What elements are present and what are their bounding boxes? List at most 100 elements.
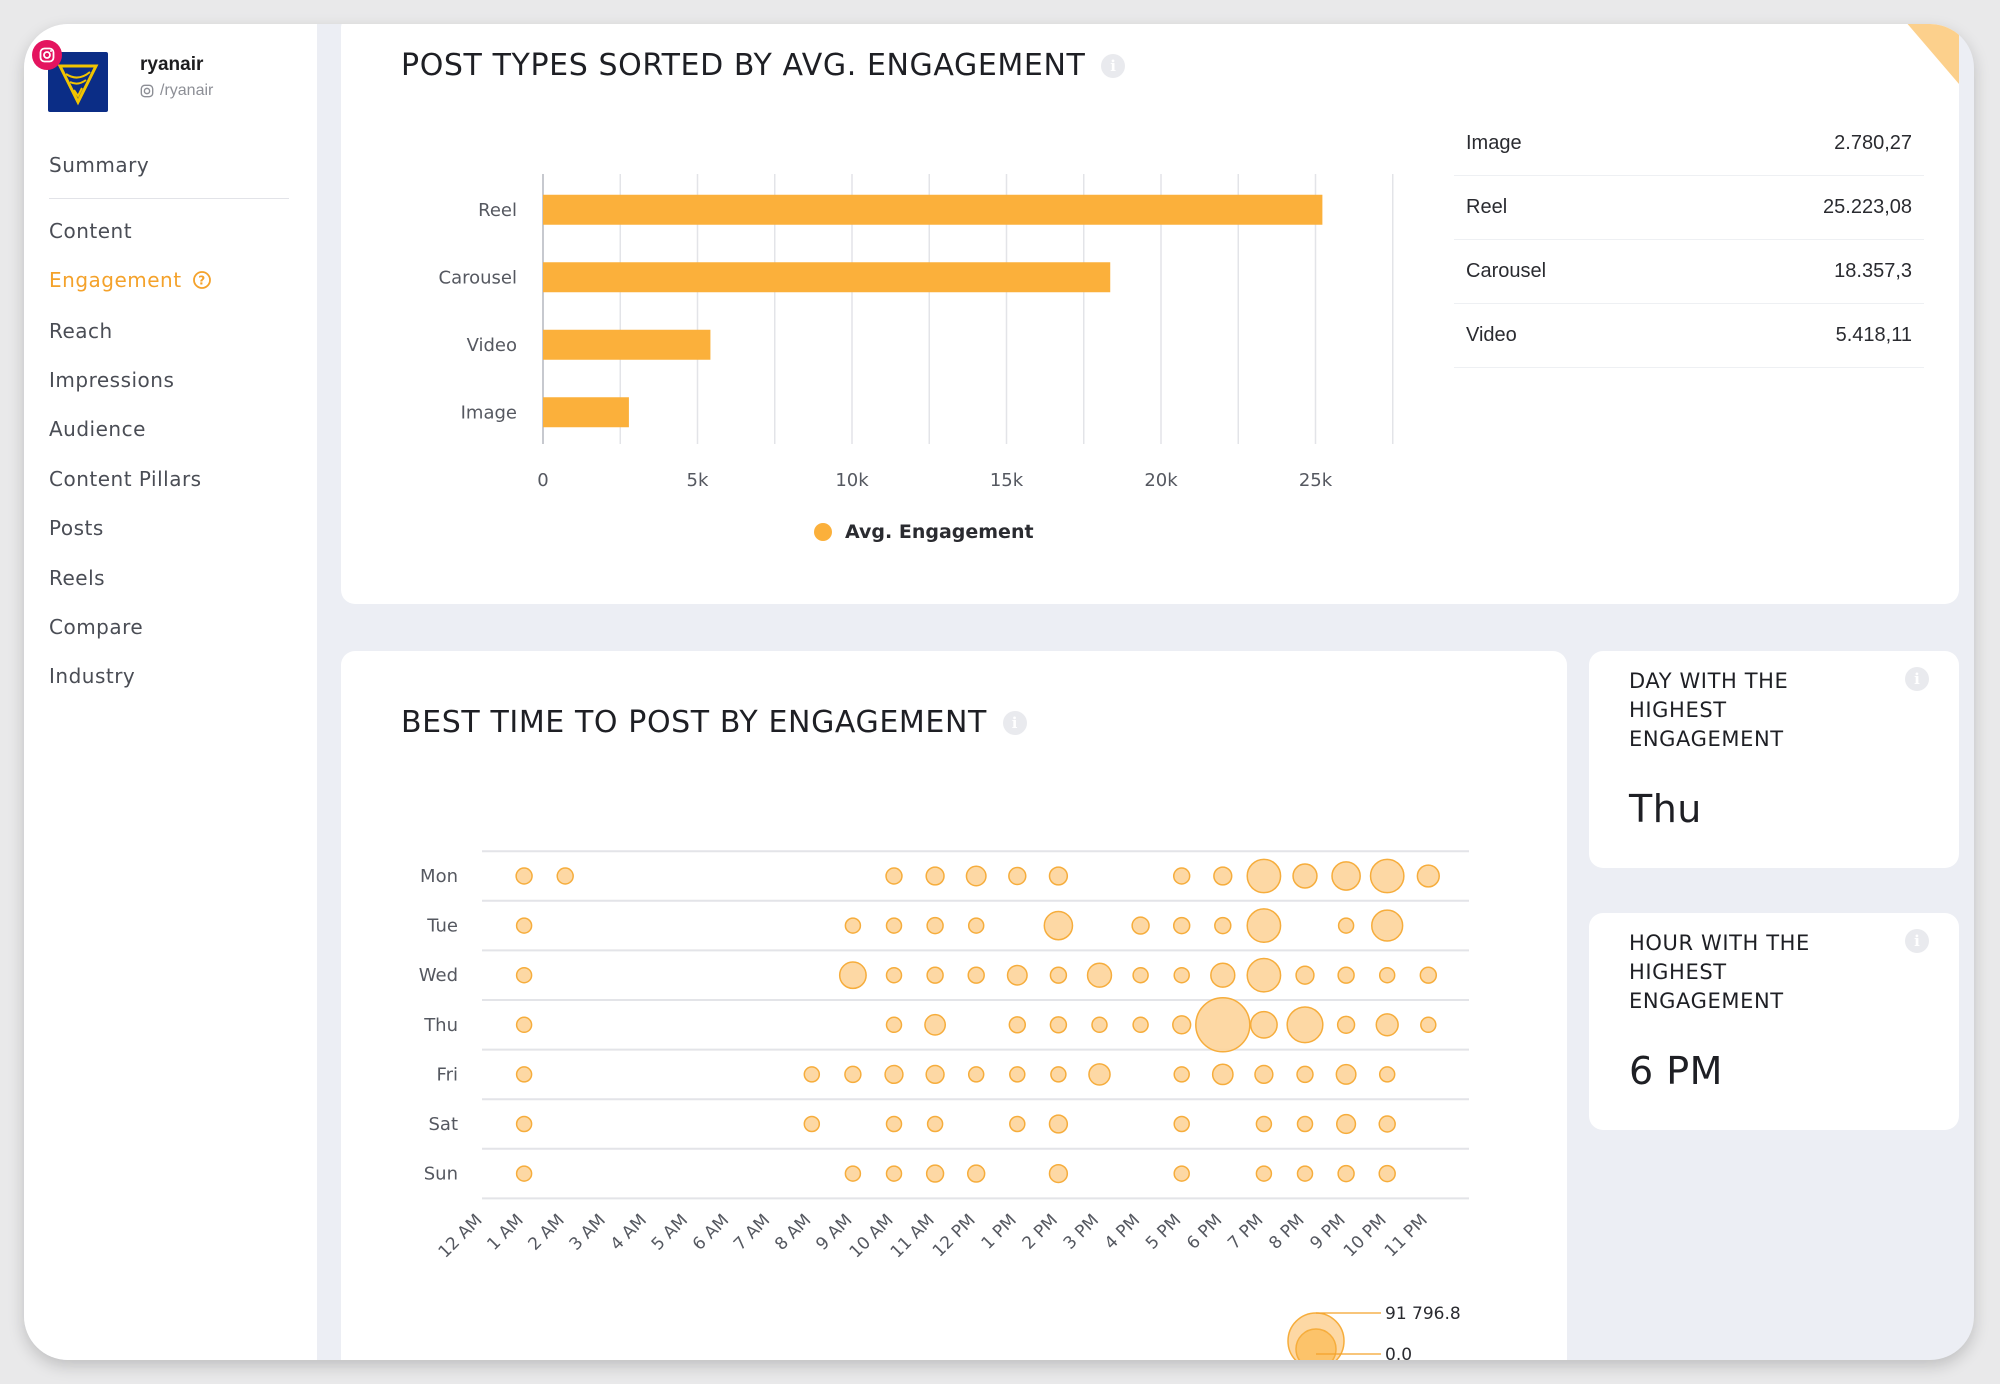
sidebar-item-engagement[interactable]: Engagement ? <box>49 268 212 292</box>
bubble <box>1286 1006 1324 1044</box>
legend-label: Avg. Engagement <box>845 521 1034 543</box>
post-type-value: 2.780,27 <box>1834 132 1912 154</box>
bubble <box>1335 1063 1357 1085</box>
day-card-value: Thu <box>1629 787 1702 831</box>
bar <box>543 194 1323 225</box>
sidebar-item-industry[interactable]: Industry <box>49 664 136 688</box>
bubble <box>1088 1063 1111 1086</box>
bubble <box>515 1165 533 1182</box>
x-tick-label: 10k <box>835 470 869 491</box>
bubble <box>1416 864 1440 888</box>
bubble <box>1211 1063 1234 1086</box>
x-tick-label: 6 AM <box>689 1210 733 1254</box>
bubble <box>1254 1064 1274 1085</box>
post-type-value: 25.223,08 <box>1823 196 1912 218</box>
info-icon[interactable]: i <box>1002 710 1027 735</box>
info-icon[interactable]: i <box>1101 53 1126 78</box>
bubble <box>844 1165 862 1182</box>
hour-card-value: 6 PM <box>1629 1049 1723 1093</box>
bubble <box>515 1066 533 1083</box>
bubble <box>966 1164 986 1183</box>
sidebar: ryanair /ryanair Summary Content Engagem… <box>24 24 317 1360</box>
bar <box>543 397 629 428</box>
bubble <box>1050 1066 1067 1083</box>
bubble <box>803 1115 821 1133</box>
y-category-label: Video <box>467 335 517 356</box>
bubble <box>515 1016 533 1034</box>
sidebar-item-posts[interactable]: Posts <box>49 516 104 540</box>
bubble <box>926 916 944 935</box>
info-icon[interactable]: i <box>1905 667 1929 691</box>
bubble <box>1331 861 1361 891</box>
bubble <box>1296 1115 1314 1133</box>
bubble <box>1132 1016 1149 1034</box>
bubble <box>1369 858 1405 894</box>
bubble <box>1246 957 1282 993</box>
bubble <box>1336 1113 1357 1135</box>
bubble <box>515 917 533 934</box>
sidebar-item-content-pillars[interactable]: Content Pillars <box>49 467 202 491</box>
bubble <box>1172 1015 1192 1035</box>
sidebar-item-compare[interactable]: Compare <box>49 615 144 639</box>
bubble <box>515 1115 533 1133</box>
bubble <box>1378 1164 1396 1183</box>
y-category-label: Sun <box>424 1164 458 1185</box>
sidebar-item-label: Engagement <box>49 268 182 292</box>
bubble <box>1195 997 1251 1053</box>
bubble <box>1255 1165 1273 1182</box>
svg-text:?: ? <box>198 274 205 288</box>
help-icon[interactable]: ? <box>192 270 212 290</box>
bubble <box>925 866 945 886</box>
bubble <box>515 966 533 984</box>
bubble <box>967 966 985 984</box>
bubble <box>1337 966 1355 984</box>
bubble <box>1214 916 1232 935</box>
profile-header[interactable]: ryanair /ryanair <box>32 40 308 112</box>
sidebar-item-content[interactable]: Content <box>49 219 133 243</box>
bubble <box>1049 1016 1068 1034</box>
bubble <box>1296 1165 1314 1182</box>
post-type-value: 5.418,11 <box>1835 324 1912 346</box>
sidebar-item-audience[interactable]: Audience <box>49 417 146 441</box>
bubble <box>1210 962 1236 988</box>
post-types-card: POST TYPES SORTED BY AVG. ENGAGEMENT i 0… <box>341 24 1959 604</box>
bubble <box>885 1165 903 1182</box>
y-category-label: Sat <box>428 1114 458 1135</box>
sidebar-item-summary[interactable]: Summary <box>49 153 150 177</box>
sidebar-item-impressions[interactable]: Impressions <box>49 368 175 392</box>
profile-handle-text: /ryanair <box>160 82 214 99</box>
bubble <box>965 865 987 887</box>
y-category-label: Thu <box>423 1015 458 1036</box>
bubble <box>844 1065 862 1084</box>
bubble <box>1173 1115 1190 1133</box>
day-highest-engagement-card: DAY WITH THE HIGHEST ENGAGEMENT i Thu <box>1589 651 1959 868</box>
bubble <box>1295 965 1315 985</box>
bubble <box>885 867 903 885</box>
bubble <box>1336 1015 1356 1035</box>
bubble <box>926 966 944 984</box>
x-tick-label: 12 PM <box>929 1210 980 1261</box>
x-tick-label: 10 PM <box>1340 1210 1391 1261</box>
bubble <box>1419 966 1438 984</box>
bubble <box>1043 910 1074 941</box>
bubble <box>967 1066 985 1083</box>
table-row: Reel 25.223,08 <box>1454 176 1924 240</box>
bubble <box>1371 909 1404 942</box>
bubble <box>1009 1115 1026 1133</box>
bubble <box>1131 916 1150 935</box>
x-tick-label: 25k <box>1299 470 1333 491</box>
x-tick-label: 4 AM <box>607 1210 651 1254</box>
sidebar-item-reels[interactable]: Reels <box>49 566 106 590</box>
x-tick-label: 7 PM <box>1224 1210 1267 1253</box>
bubble <box>1008 866 1027 886</box>
table-row: Video 5.418,11 <box>1454 304 1924 368</box>
sidebar-item-reach[interactable]: Reach <box>49 319 113 343</box>
x-tick-label: 1 PM <box>978 1210 1021 1253</box>
bubble <box>1172 916 1191 935</box>
x-tick-label: 7 AM <box>730 1210 774 1254</box>
bubble <box>1048 1114 1069 1134</box>
bubble <box>1246 908 1282 944</box>
info-icon[interactable]: i <box>1905 929 1929 953</box>
x-tick-label: 5 AM <box>648 1210 692 1254</box>
